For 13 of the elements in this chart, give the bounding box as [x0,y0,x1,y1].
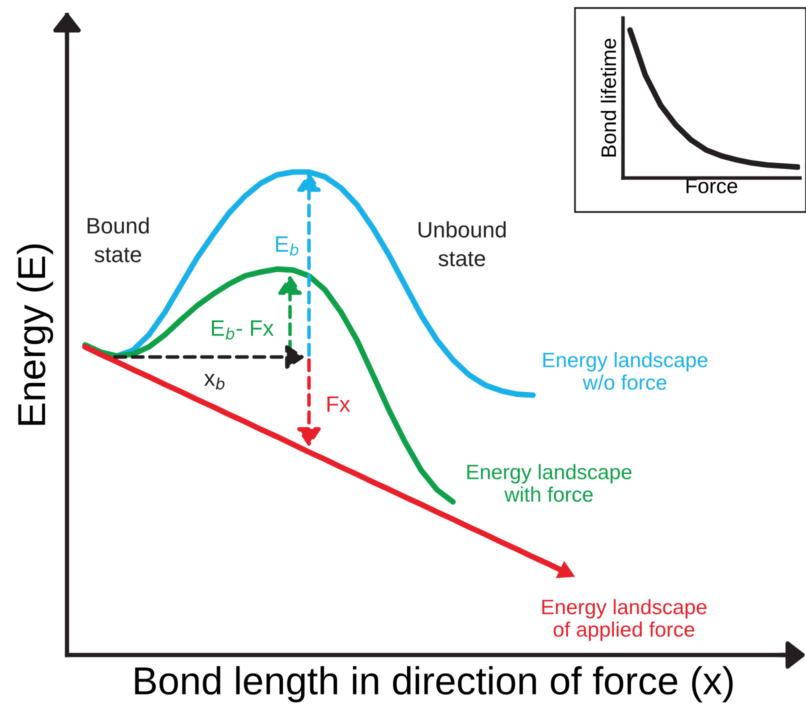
annotation: x$_{b}$ [204,374,224,390]
x-axis-title: Bond length in direction of force (x) [135,666,733,702]
annotation: E$_{b}$ [276,236,298,256]
annotation: Bound state [88,217,149,262]
series-label: Energy landscape of applied force [542,599,706,641]
y-axis-title: Energy (E) [16,244,54,425]
series-label: Energy landscape w/o force [543,352,708,390]
series-label: Energy landscape with force [467,464,632,502]
annotation: Unbound state [418,221,506,266]
annotation: Fx [327,396,350,412]
annotation: E$_{b}$- Fx [212,320,274,340]
y-axis-title: Bond lifetime [600,38,616,157]
x-axis-title: Force [686,178,738,194]
